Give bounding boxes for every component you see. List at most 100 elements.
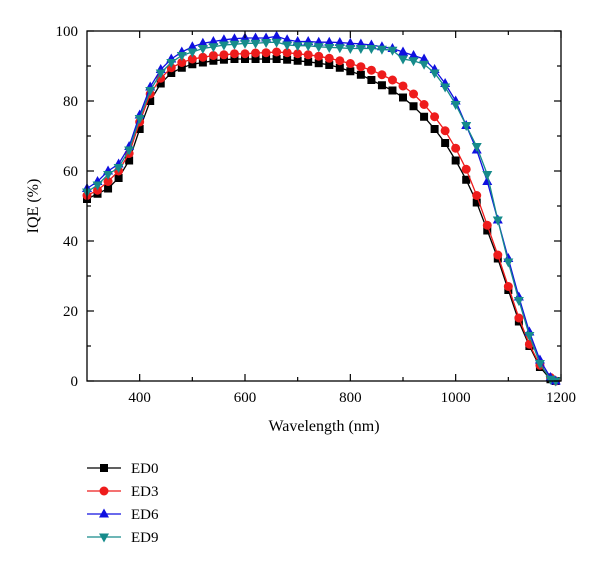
data-point-ed9 <box>166 59 177 68</box>
data-point-ed6 <box>197 37 208 47</box>
data-point-ed3 <box>514 313 524 323</box>
y-axis-ticks: 0 20 40 60 80 100 <box>56 24 561 390</box>
data-point-ed0 <box>156 79 165 88</box>
data-point-ed9 <box>187 48 198 58</box>
data-point-ed3 <box>303 50 313 60</box>
data-point-ed9 <box>524 332 535 341</box>
data-point-ed0 <box>104 184 113 193</box>
data-point-ed0 <box>135 125 144 133</box>
data-point-ed0 <box>167 69 176 77</box>
data-point-ed9 <box>408 57 419 67</box>
data-point-ed6 <box>187 41 198 51</box>
data-point-ed9 <box>450 101 461 110</box>
data-point-ed0 <box>356 70 365 79</box>
y-tick-label: 20 <box>63 304 78 320</box>
data-point-ed3 <box>493 250 503 260</box>
data-point-ed3 <box>409 89 419 99</box>
data-point-ed0 <box>262 55 271 63</box>
data-point-ed3 <box>324 53 334 63</box>
data-point-ed9 <box>240 39 250 49</box>
series-layer <box>82 30 561 387</box>
data-point-ed0 <box>472 198 481 207</box>
data-point-ed3 <box>482 220 492 230</box>
data-point-ed9 <box>282 41 293 51</box>
data-point-ed3 <box>472 191 482 200</box>
y-tick-label: 100 <box>56 24 79 40</box>
data-point-ed3 <box>377 70 387 80</box>
data-point-ed0 <box>230 55 239 63</box>
data-point-ed3 <box>419 100 429 109</box>
data-point-ed3 <box>261 48 271 58</box>
data-point-ed0 <box>251 55 260 63</box>
data-point-ed9 <box>345 45 356 54</box>
data-point-ed3 <box>272 47 282 57</box>
data-point-ed0 <box>377 81 386 90</box>
data-point-ed9 <box>208 43 219 53</box>
data-point-ed3 <box>345 59 355 69</box>
data-point-ed6 <box>398 46 408 56</box>
legend-item-ed0: ED0 <box>87 461 159 477</box>
series-line-ed3 <box>86 51 557 382</box>
data-point-ed0 <box>304 57 313 66</box>
data-point-ed3 <box>440 126 450 136</box>
legend-label-ed0: ED0 <box>131 461 159 477</box>
data-point-ed9 <box>550 377 561 387</box>
legend-label-ed6: ED6 <box>131 507 159 523</box>
data-point-ed0 <box>441 139 450 147</box>
data-point-ed0 <box>325 60 334 69</box>
data-point-ed0 <box>209 56 218 65</box>
data-point-ed9 <box>113 164 124 173</box>
data-point-ed9 <box>155 69 166 79</box>
data-point-ed9 <box>176 52 187 61</box>
data-point-ed3 <box>103 177 113 186</box>
data-point-ed9 <box>134 115 145 124</box>
data-point-ed0 <box>272 55 281 63</box>
data-point-ed6 <box>324 36 335 46</box>
data-point-ed0 <box>462 175 471 184</box>
data-point-ed9 <box>103 171 114 180</box>
series-ed0 <box>83 55 560 385</box>
data-point-ed3 <box>335 56 345 66</box>
data-point-ed6 <box>408 50 419 59</box>
data-point-ed6 <box>218 34 229 44</box>
x-tick-label: 800 <box>339 390 362 406</box>
series-line-ed6 <box>86 35 557 382</box>
data-point-ed0 <box>125 156 134 165</box>
data-point-ed9 <box>271 38 282 48</box>
data-point-ed9 <box>503 258 514 268</box>
data-point-ed3 <box>430 112 440 122</box>
data-point-ed9 <box>145 87 156 96</box>
legend: ED0 ED3 ED6 ED9 <box>87 461 159 546</box>
data-point-ed0 <box>177 63 186 72</box>
legend-item-ed3: ED3 <box>87 484 159 500</box>
data-point-ed3 <box>219 50 229 60</box>
data-point-ed9 <box>334 44 345 54</box>
legend-item-ed6: ED6 <box>87 507 159 523</box>
data-point-ed3 <box>366 65 376 75</box>
legend-item-ed9: ED9 <box>87 530 159 546</box>
data-point-ed0 <box>420 112 429 121</box>
data-point-ed3 <box>293 49 303 59</box>
data-point-ed9 <box>313 43 324 53</box>
data-point-ed3 <box>282 48 292 58</box>
data-point-ed9 <box>376 45 387 55</box>
y-tick-label: 80 <box>63 94 78 110</box>
data-point-ed0 <box>451 156 460 165</box>
data-point-ed9 <box>398 55 408 65</box>
data-point-ed3 <box>240 49 250 59</box>
x-tick-label: 1000 <box>441 390 471 406</box>
data-point-ed6 <box>345 37 356 47</box>
series-line-ed0 <box>86 58 556 382</box>
data-point-ed3 <box>398 81 408 91</box>
data-point-ed9 <box>124 146 135 156</box>
x-tick-label: 1200 <box>546 390 576 406</box>
data-point-ed9 <box>482 171 493 180</box>
legend-label-ed3: ED3 <box>131 484 159 500</box>
data-point-ed0 <box>198 58 207 67</box>
data-point-ed6 <box>282 34 293 44</box>
x-tick-label: 600 <box>234 390 257 406</box>
data-point-ed9 <box>461 122 472 131</box>
data-point-ed0 <box>283 55 292 64</box>
data-point-ed9 <box>366 45 377 54</box>
